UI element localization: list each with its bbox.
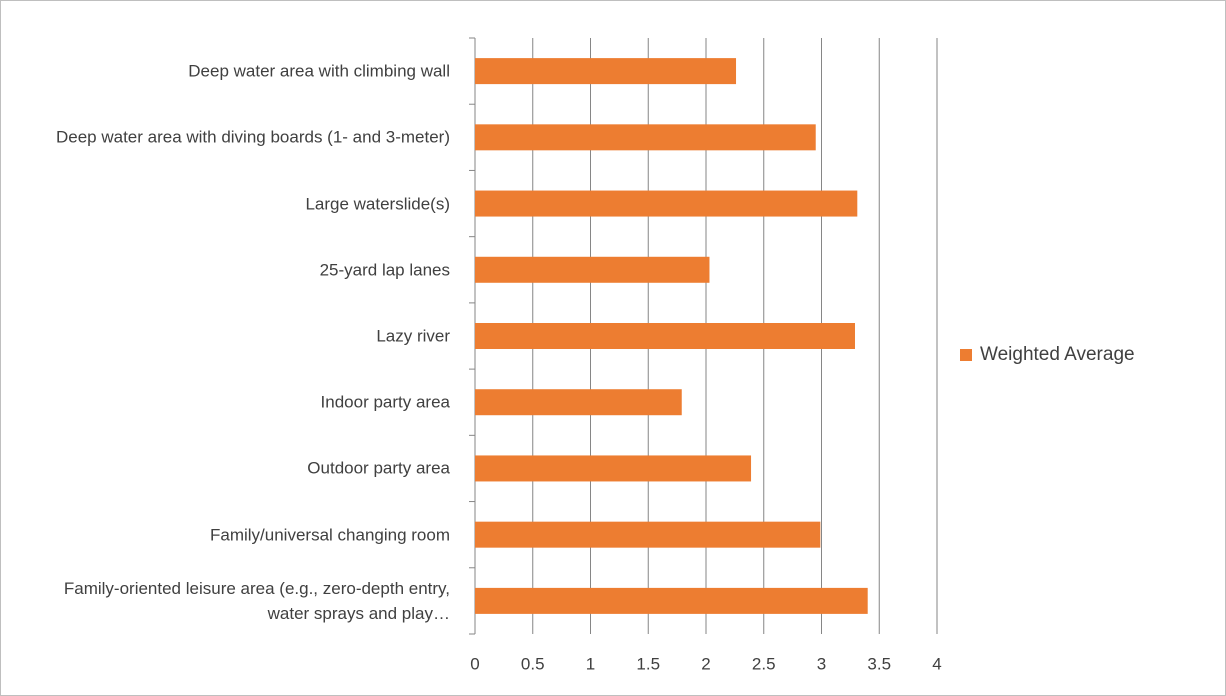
y-tick-label: Family/universal changing room <box>210 525 450 545</box>
x-tick-label: 1.5 <box>636 654 660 673</box>
x-tick-label: 2.5 <box>752 654 776 673</box>
bar <box>475 58 737 85</box>
y-tick-label: Lazy river <box>376 326 450 346</box>
x-tick-label: 3 <box>817 654 826 673</box>
x-tick-label: 4 <box>932 654 941 673</box>
bar <box>475 389 682 416</box>
x-tick-label: 2 <box>701 654 710 673</box>
bar <box>475 323 855 349</box>
x-tick-label: 0.5 <box>521 654 545 673</box>
bar <box>475 521 821 548</box>
y-tick-label: Indoor party area <box>320 392 450 412</box>
y-tick-label: 25-yard lap lanes <box>319 260 450 280</box>
y-tick-label: Family-oriented leisure area (e.g., zero… <box>63 578 450 623</box>
bar <box>475 455 752 482</box>
x-tick-label: 0 <box>470 654 479 673</box>
x-tick-label: 3.5 <box>867 654 891 673</box>
x-tick-label: 1 <box>586 654 595 673</box>
bar <box>475 124 816 151</box>
y-tick-label: Outdoor party area <box>307 458 450 478</box>
y-tick-label: Deep water area with climbing wall <box>188 61 450 81</box>
bar <box>475 587 868 614</box>
y-tick-label: Large waterslide(s) <box>305 194 450 214</box>
legend-swatch <box>960 349 972 361</box>
bar <box>475 256 710 283</box>
bar <box>475 190 858 217</box>
y-tick-label: Deep water area with diving boards (1- a… <box>55 127 450 147</box>
legend-label: Weighted Average <box>980 344 1135 365</box>
